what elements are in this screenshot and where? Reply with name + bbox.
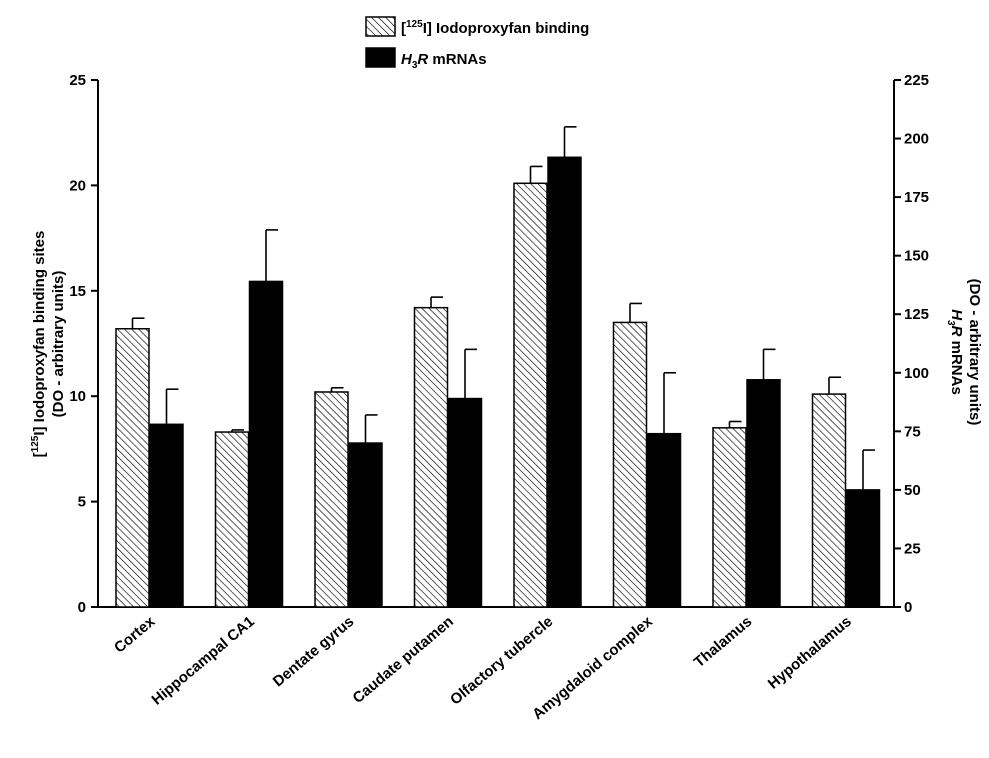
bar-mrna xyxy=(248,280,284,608)
right-tick-label: 125 xyxy=(904,306,929,323)
legend-label-mrna: H3R mRNAs xyxy=(401,51,487,71)
right-tick-label: 225 xyxy=(904,72,929,89)
bar-binding xyxy=(513,182,548,608)
bar-mrna xyxy=(149,423,184,608)
bar-mrna xyxy=(845,489,881,608)
bar-binding xyxy=(612,321,648,608)
bar-mrna xyxy=(547,156,582,608)
right-tick-label: 175 xyxy=(904,189,929,206)
right-tick-label: 25 xyxy=(904,540,921,557)
left-axis-title: [125I] Iodoproxyfan binding sites xyxy=(30,231,48,458)
category-label: Hippocampal CA1 xyxy=(149,613,258,709)
left-tick-label: 10 xyxy=(69,388,86,405)
category-label: Olfactory tubercle xyxy=(447,613,556,709)
bar-mrna xyxy=(348,442,383,608)
right-tick-label: 0 xyxy=(904,599,912,616)
right-axis-subtitle: (DO - arbitrary units) xyxy=(966,279,983,426)
category-label: Thalamus xyxy=(691,613,756,671)
bar-binding xyxy=(413,306,449,608)
category-label: Hypothalamus xyxy=(765,613,855,692)
category-label: Caudate putamen xyxy=(349,613,456,707)
legend-label-binding: [125I] Iodoproxyfan binding xyxy=(401,19,589,37)
right-tick-label: 50 xyxy=(904,482,921,499)
legend-swatch-hatched xyxy=(365,16,396,37)
right-tick-label: 200 xyxy=(904,131,929,148)
right-axis-title: H3R mRNAs xyxy=(945,309,965,395)
category-label: Cortex xyxy=(111,613,159,657)
right-tick-label: 150 xyxy=(904,248,929,265)
left-tick-label: 15 xyxy=(69,283,86,300)
bar-mrna xyxy=(646,432,682,608)
right-tick-label: 75 xyxy=(904,423,921,440)
left-axis-subtitle: (DO - arbitrary units) xyxy=(50,271,67,418)
bar-binding xyxy=(214,431,250,608)
left-tick-label: 25 xyxy=(69,72,86,89)
legend: [125I] Iodoproxyfan binding H3R mRNAs xyxy=(365,16,589,71)
bar-binding xyxy=(115,327,150,608)
bar-mrna xyxy=(447,397,483,608)
right-tick-label: 100 xyxy=(904,365,929,382)
legend-swatch-solid xyxy=(365,47,396,68)
bar-mrna xyxy=(746,379,781,608)
category-label: Dentate gyrus xyxy=(270,613,358,690)
plot-area: 0 5 10 15 20 25 0 25 50 75 100 125 150 175 200 225 Corte… xyxy=(69,72,929,723)
bar-binding xyxy=(811,393,847,608)
bar-binding xyxy=(314,391,349,608)
bar-binding xyxy=(712,427,747,608)
left-tick-label: 20 xyxy=(69,177,86,194)
left-tick-label: 0 xyxy=(78,599,86,616)
left-tick-label: 5 xyxy=(78,494,86,511)
